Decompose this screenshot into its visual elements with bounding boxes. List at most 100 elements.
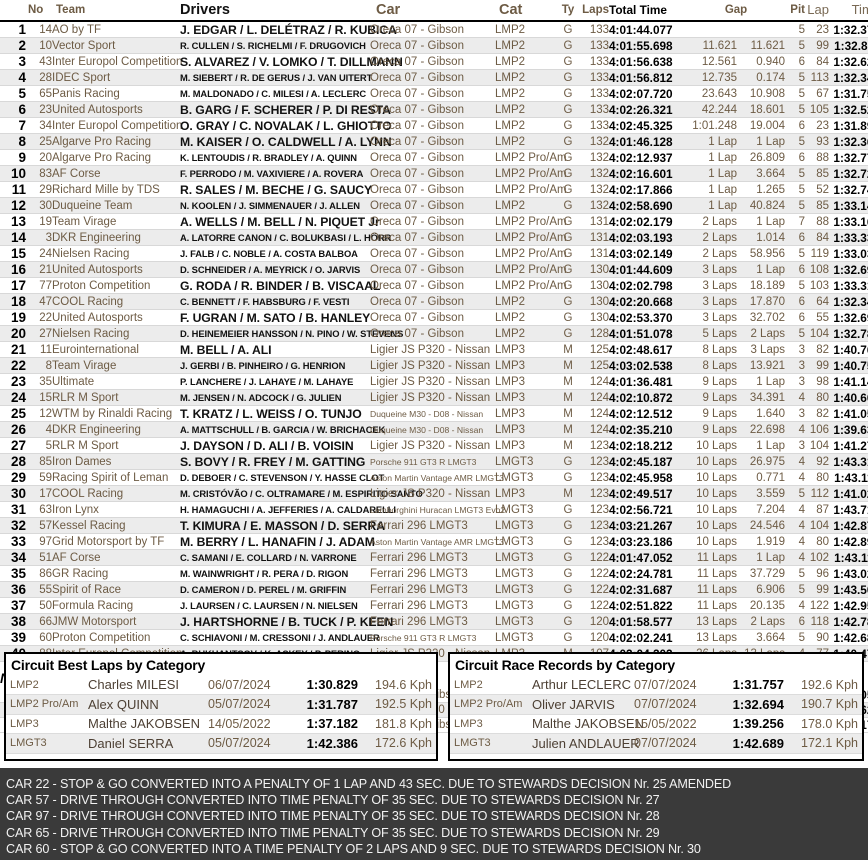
table-row[interactable]: 14 3 DKR Engineering A. LATORRE CANON / C. …	[0, 229, 868, 246]
race-record-row[interactable]: LMP3 Malthe JAKOBSEN 15/05/2022 1:39.256 178…	[450, 714, 862, 734]
row-car-model: Oreca 07 - Gibson	[370, 53, 495, 70]
row-gap-leader: 9 Laps	[687, 373, 737, 390]
table-row[interactable]: 10 83 AF Corse F. PERRODO / M. VAXIVIERE / …	[0, 165, 868, 182]
row-pit-stops: 5	[785, 101, 805, 118]
race-record-row[interactable]: LMP2 Pro/Am Oliver JARVIS 07/07/2024 1:32.6…	[450, 694, 862, 715]
row-total-time: 4:01:44.077	[609, 22, 687, 38]
table-row[interactable]: 21 11 Eurointernational M. BELL / A. ALI Lig…	[0, 341, 868, 358]
best-lap-row[interactable]: LMGT3 Daniel SERRA 05/07/2024 1:42.386 172.6…	[6, 733, 436, 754]
row-gap-leader: 12.561	[687, 53, 737, 70]
table-row[interactable]: 6 23 United Autosports B. GARG / F. SCHERER…	[0, 101, 868, 118]
row-total-time: 4:01:46.128	[609, 133, 687, 150]
row-total-time: 4:02:20.668	[609, 293, 687, 310]
table-row[interactable]: 20 27 Nielsen Racing D. HEINEMEIER HANSSON …	[0, 325, 868, 342]
table-row[interactable]: 24 15 RLR M Sport M. JENSEN / N. ADCOCK / G…	[0, 389, 868, 406]
table-row[interactable]: 25 12 WTM by Rinaldi Racing T. KRATZ / L. W…	[0, 405, 868, 422]
row-car-number: 51	[26, 549, 52, 566]
table-row[interactable]: 30 17 COOL Racing M. CRISTÓVÃO / C. OLTRAMA…	[0, 485, 868, 502]
table-row[interactable]: 8 25 Algarve Pro Racing M. KAISER / O. CALD…	[0, 133, 868, 150]
best-lap-driver: Charles MILESI	[84, 675, 204, 695]
race-record-row[interactable]: LMP2 Arthur LECLERC 07/07/2024 1:31.757 192.…	[450, 675, 862, 695]
table-row[interactable]: 35 86 GR Racing M. WAINWRIGHT / R. PERA / D…	[0, 565, 868, 582]
table-row[interactable]: 23 35 Ultimate P. LANCHERE / J. LAHAYE / M.…	[0, 373, 868, 390]
race-records-table: LMP2 Arthur LECLERC 07/07/2024 1:31.757 192.…	[450, 675, 862, 754]
table-row[interactable]: 3 43 Inter Europol Competition S. ALVAREZ /…	[0, 53, 868, 70]
table-row[interactable]: 37 50 Formula Racing J. LAURSEN / C. LAURSE…	[0, 597, 868, 614]
row-best-lap-time: 1:43.112	[829, 469, 868, 486]
row-best-lap-number: 23	[805, 117, 829, 134]
row-total-time: 4:02:53.370	[609, 309, 687, 326]
row-laps: 132	[579, 181, 609, 198]
table-row[interactable]: 11 29 Richard Mille by TDS R. SALES / M. BE…	[0, 181, 868, 198]
row-team-name: Ultimate	[52, 373, 180, 390]
best-lap-row[interactable]: LMP2 Charles MILESI 06/07/2024 1:30.829 194.…	[6, 675, 436, 695]
row-pit-stops: 5	[785, 485, 805, 502]
table-row[interactable]: 2 10 Vector Sport R. CULLEN / S. RICHELMI /…	[0, 37, 868, 54]
row-car-number: 63	[26, 501, 52, 518]
table-row[interactable]: 39 60 Proton Competition C. SCHIAVONI / M. …	[0, 629, 868, 646]
table-row[interactable]: 5 65 Panis Racing M. MALDONADO / C. MILESI …	[0, 85, 868, 102]
row-team-name: United Autosports	[52, 309, 180, 326]
table-row[interactable]: 32 57 Kessel Racing T. KIMURA / E. MASSON /…	[0, 517, 868, 534]
table-row[interactable]: 19 22 United Autosports F. UGRAN / M. SATO …	[0, 309, 868, 326]
best-lap-row[interactable]: LMP3 Malthe JAKOBSEN 14/05/2022 1:37.182 181…	[6, 714, 436, 734]
table-row[interactable]: 15 24 Nielsen Racing J. FALB / C. NOBLE / A…	[0, 245, 868, 262]
row-best-lap-number: 103	[805, 277, 829, 294]
row-gap-leader: 10 Laps	[687, 501, 737, 518]
row-car-number: 66	[26, 613, 52, 630]
row-laps: 132	[579, 197, 609, 214]
best-lap-lap-time: 1:31.787	[296, 694, 362, 715]
table-row[interactable]: 16 21 United Autosports D. SCHNEIDER / A. M…	[0, 261, 868, 278]
table-row[interactable]: 18 47 COOL Racing C. BENNETT / F. HABSBURG …	[0, 293, 868, 310]
row-gap-leader: 10 Laps	[687, 453, 737, 470]
row-best-lap-number: 52	[805, 181, 829, 198]
row-total-time: 4:02:45.325	[609, 117, 687, 134]
row-gap-leader: 8 Laps	[687, 341, 737, 358]
row-gap-leader: 3 Laps	[687, 277, 737, 294]
row-gap-leader: 1 Lap	[687, 165, 737, 182]
row-car-number: 10	[26, 37, 52, 54]
row-position: 30	[0, 485, 26, 502]
row-drivers: J. EDGAR / L. DELÉTRAZ / R. KUBICA	[180, 22, 397, 38]
table-row[interactable]: 4 28 IDEC Sport M. SIEBERT / R. DE GERUS / …	[0, 69, 868, 86]
table-row[interactable]: 22 8 Team Virage J. GERBI / B. PINHEIRO / G…	[0, 357, 868, 374]
table-row[interactable]: 1 14 AO by TF J. EDGAR / L. DELÉTRAZ / R. K…	[0, 22, 868, 38]
row-car-model: Oreca 07 - Gibson	[370, 197, 495, 214]
row-laps: 123	[579, 485, 609, 502]
table-row[interactable]: 34 51 AF Corse C. SAMANI / E. COLLARD / N. …	[0, 549, 868, 566]
row-team-name: RLR M Sport	[52, 389, 180, 406]
row-car-number: 29	[26, 181, 52, 198]
table-row[interactable]: 38 66 JMW Motorsport J. HARTSHORNE / B. TUC…	[0, 613, 868, 630]
row-tyre: G	[557, 533, 579, 550]
row-best-lap-time: 1:32.343	[829, 293, 868, 310]
row-position: 20	[0, 325, 26, 342]
row-tyre: G	[557, 597, 579, 614]
table-row[interactable]: 33 97 Grid Motorsport by TF M. BERRY / L. H…	[0, 533, 868, 550]
table-row[interactable]: 29 59 Racing Spirit of Leman D. DEBOER / C.…	[0, 469, 868, 486]
row-gap-ahead: 13.921	[737, 357, 785, 374]
row-category: LMGT3	[495, 469, 557, 486]
best-lap-row[interactable]: LMP2 Pro/Am Alex QUINN 05/07/2024 1:31.787 1…	[6, 694, 436, 715]
table-row[interactable]: 9 20 Algarve Pro Racing K. LENTOUDIS / R. B…	[0, 149, 868, 166]
table-row[interactable]: 36 55 Spirit of Race D. CAMERON / D. PEREL …	[0, 581, 868, 598]
table-row[interactable]: 17 77 Proton Competition G. RODA / R. BINDE…	[0, 277, 868, 294]
table-row[interactable]: 13 19 Team Virage A. WELLS / M. BELL / N. P…	[0, 213, 868, 230]
row-car-model: Oreca 07 - Gibson	[370, 85, 495, 102]
table-row[interactable]: 31 63 Iron Lynx H. HAMAGUCHI / A. JEFFERIES…	[0, 501, 868, 518]
table-row[interactable]: 27 5 RLR M Sport J. DAYSON / D. ALI / B. VO…	[0, 437, 868, 454]
row-team-name: Algarve Pro Racing	[52, 133, 180, 150]
table-row[interactable]: 12 30 Duqueine Team N. KOOLEN / J. SIMMENAU…	[0, 197, 868, 214]
row-car-number: 17	[26, 485, 52, 502]
row-best-lap-number: 104	[805, 437, 829, 454]
table-row[interactable]: 7 34 Inter Europol Competition O. GRAY / C.…	[0, 117, 868, 134]
row-pit-stops: 4	[785, 469, 805, 486]
row-tyre: G	[557, 501, 579, 518]
row-team-name: DKR Engineering	[52, 229, 180, 246]
table-row[interactable]: 26 4 DKR Engineering A. MATTSCHULL / B. GAR…	[0, 421, 868, 438]
row-total-time: 4:01:55.698	[609, 37, 687, 54]
race-record-row[interactable]: LMGT3 Julien ANDLAUER 07/07/2024 1:42.689 17…	[450, 733, 862, 754]
race-record-lap-time: 1:32.694	[722, 694, 788, 715]
best-laps-title: Circuit Best Laps by Category	[11, 657, 206, 673]
row-car-model: Oreca 07 - Gibson	[370, 261, 495, 278]
table-row[interactable]: 28 85 Iron Dames S. BOVY / R. FREY / M. GAT…	[0, 453, 868, 470]
